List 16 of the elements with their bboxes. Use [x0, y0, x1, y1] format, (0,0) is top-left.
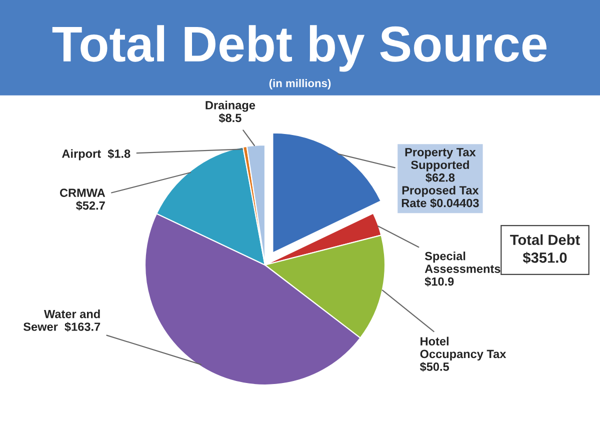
chart-subtitle: (in millions): [269, 79, 331, 90]
text: Total Debt $351.0: [510, 234, 580, 264]
slice-label: Airport $1.8: [62, 148, 130, 160]
data-label: $62.8: [426, 172, 455, 183]
slice-label: Hotel Occupancy Tax: [420, 336, 506, 361]
chart-title: Total Debt by Source: [52, 25, 547, 72]
data-label: $52.7: [76, 200, 105, 210]
data-label: $50.5: [420, 362, 450, 372]
slice-label: Water and Sewer $163.7: [23, 310, 100, 332]
slice-label: CRMWA: [60, 188, 106, 198]
slice-label: Special Assessments: [424, 252, 500, 273]
data-label: $10.9: [424, 276, 454, 286]
slice-label: Property Tax Supported: [405, 148, 476, 172]
text: Proposed Tax Rate $0.04403: [402, 186, 479, 208]
data-label: $8.5: [218, 113, 242, 123]
slice-label: Drainage: [206, 100, 256, 112]
